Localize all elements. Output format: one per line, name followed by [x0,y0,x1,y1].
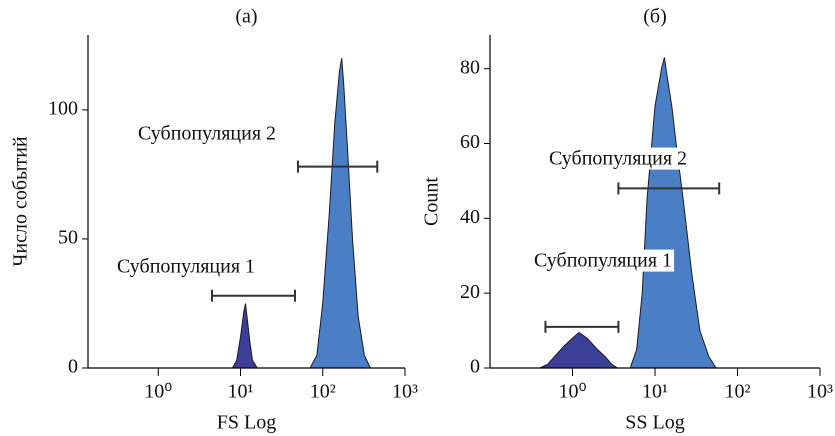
y-tick-label: 0 [68,356,78,378]
y-tick-label: 40 [460,206,480,228]
panel-title: (б) [643,6,667,28]
annotation: Субпопуляция 1 [534,250,672,272]
annotation: Субпопуляция 2 [549,148,687,170]
y-tick-label: 20 [460,281,480,303]
x-tick-label: 10¹ [642,381,668,403]
annotation-background [114,255,258,278]
annotation-background [531,249,675,272]
y-tick-label: 0 [470,356,480,378]
y-axis-label: Число событий [10,136,32,266]
y-tick-label: 100 [48,97,78,119]
x-tick-label: 10² [310,381,336,403]
y-tick-label: 60 [460,131,480,153]
x-tick-label: 10⁰ [144,381,172,403]
panel-title: (a) [235,6,257,28]
annotation: Субпопуляция 1 [117,256,255,278]
histogram-area [231,303,259,369]
histogram-area [629,57,718,369]
x-tick-label: 10³ [807,381,833,403]
annotation: Субпопуляция 2 [138,123,276,145]
x-tick-label: 10³ [392,381,418,403]
annotation-background [135,122,279,145]
x-tick-label: 10² [725,381,751,403]
y-axis-label: Count [421,177,443,226]
histogram-area [539,331,620,369]
x-axis-label: FS Log [217,412,276,434]
y-tick-label: 50 [58,227,78,249]
histogram-area [309,58,372,369]
x-tick-label: 10¹ [227,381,253,403]
x-axis-label: SS Log [625,412,684,434]
annotation-background [546,147,690,170]
x-tick-label: 10⁰ [558,381,586,403]
y-tick-label: 80 [460,56,480,78]
